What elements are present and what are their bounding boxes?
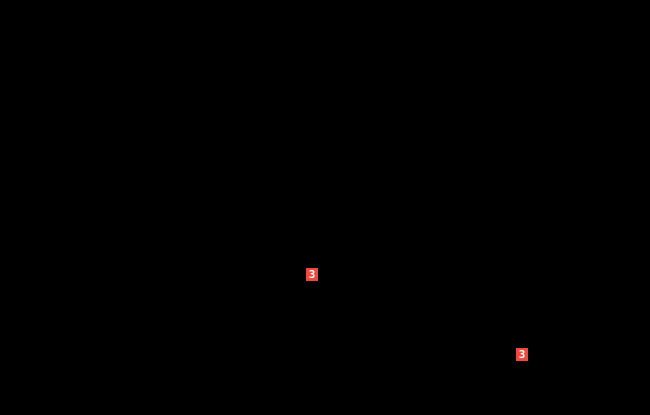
som-mark-badge[interactable]: 3 xyxy=(306,268,318,281)
som-mark-badge[interactable]: 3 xyxy=(516,348,528,361)
